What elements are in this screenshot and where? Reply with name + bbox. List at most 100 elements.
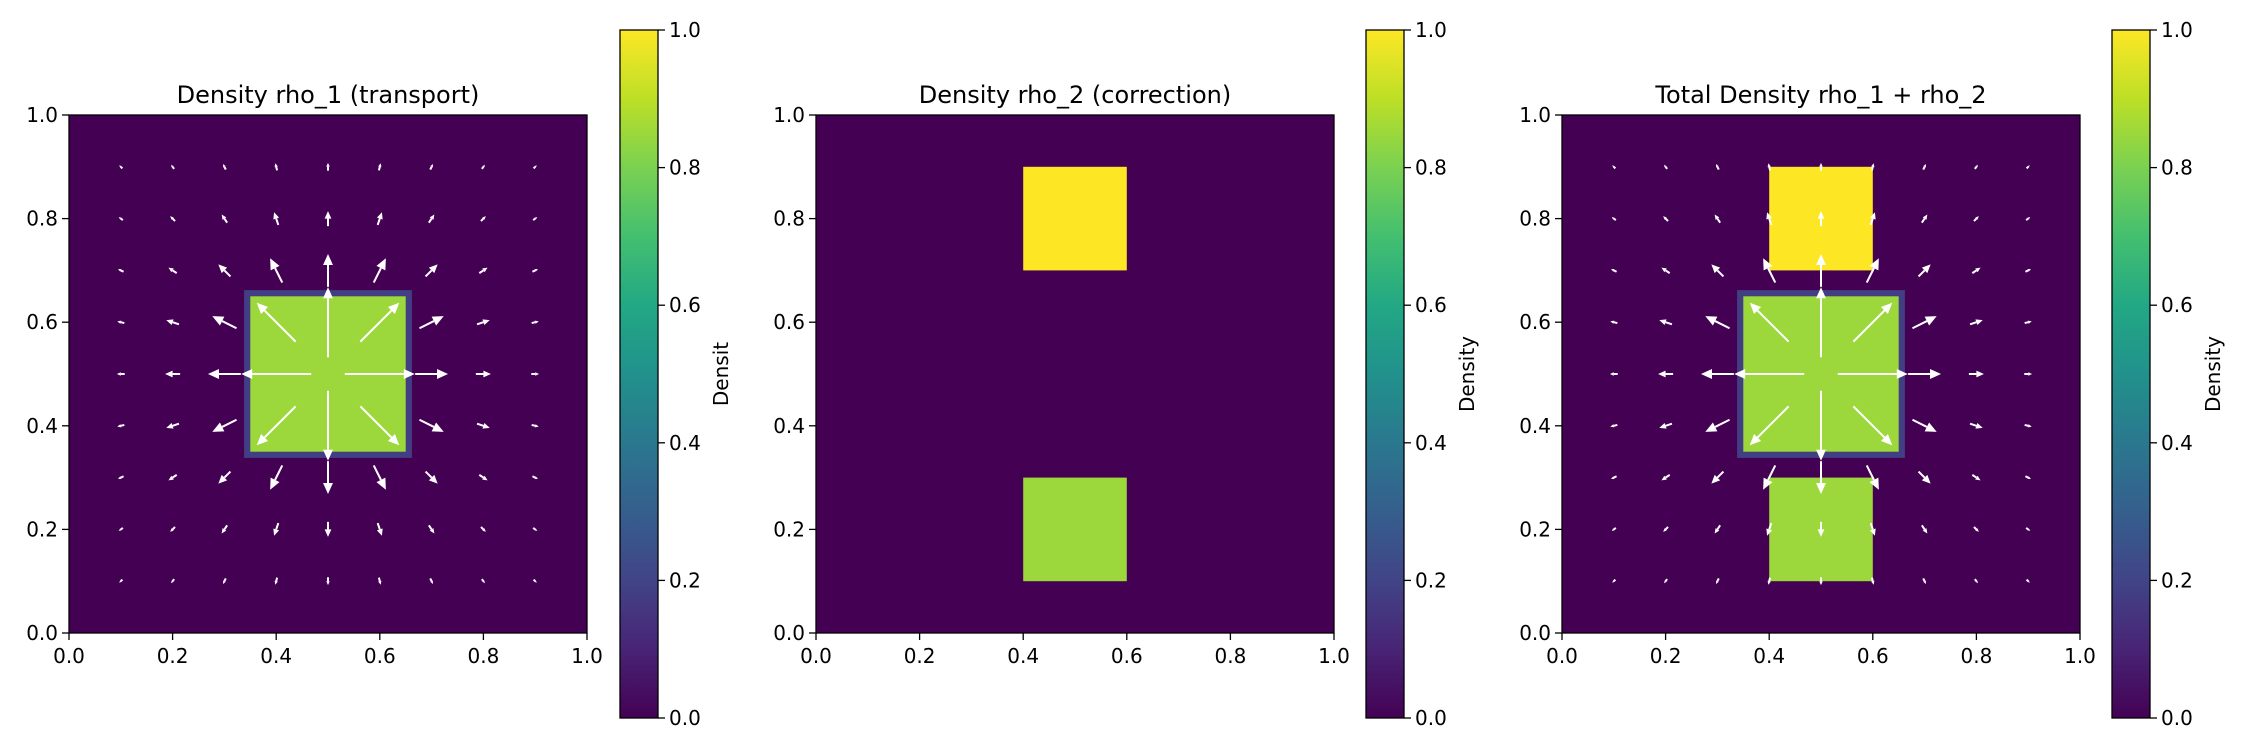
quiver-arrowhead [1871, 580, 1875, 585]
quiver-arrowhead [170, 216, 174, 220]
quiver-arrowhead [117, 320, 122, 324]
y-tick-label: 0.2 [773, 517, 805, 541]
quiver-arrow [372, 267, 382, 283]
quiver-arrowhead [1749, 302, 1762, 315]
quiver-arrowhead [207, 369, 219, 379]
quiver-arrowhead [1610, 320, 1615, 324]
quiver-arrowhead [119, 580, 122, 583]
quiver-arrowhead [431, 316, 444, 326]
x-tick-label: 1.0 [1318, 644, 1350, 668]
quiver-arrowhead [241, 369, 253, 379]
quiver-arrowhead [534, 424, 539, 428]
quiver-arrow [429, 166, 433, 171]
quiver-arrow [2025, 578, 2029, 582]
quiver-arrow [1971, 269, 1977, 274]
quiver-arrowhead [1880, 302, 1893, 315]
chart-title: Density rho_1 (transport) [177, 81, 480, 109]
quiver-arrowhead [326, 581, 330, 586]
quiver-arrow [1665, 269, 1671, 274]
quiver-arrow [2025, 527, 2029, 531]
quiver-arrow [120, 423, 125, 427]
quiver-arrowhead [323, 449, 333, 461]
quiver-arrowhead [223, 164, 226, 168]
quiver-arrowhead [534, 165, 537, 168]
colorbar: 0.0 0.2 0.4 0.6 0.8 1.0 Density [2111, 18, 2225, 730]
quiver-arrowhead [218, 474, 228, 484]
quiver-arrowhead [482, 216, 486, 220]
quiver-arrow [1613, 321, 1618, 325]
quiver-arrow [1767, 465, 1777, 481]
quiver-arrowhead [170, 528, 174, 532]
colorbar-tick-label: 0.0 [1415, 706, 1447, 730]
quiver-arrowhead [1975, 528, 1979, 532]
colorbar-tick-label: 0.2 [669, 568, 701, 592]
quiver-arrowhead [1816, 287, 1826, 299]
quiver-arrowhead [1869, 258, 1879, 271]
colorbar-gradient [2111, 29, 2151, 719]
quiver-arrow [1865, 465, 1875, 481]
density-region [1023, 477, 1127, 582]
axes-frame [815, 114, 1335, 634]
quiver-arrowhead [376, 528, 383, 536]
quiver-arrowhead [118, 269, 122, 272]
colorbar-label: Densit [709, 342, 733, 406]
quiver-arrow [120, 321, 125, 325]
quiver-arrow [223, 166, 227, 171]
quiver-arrow [1865, 267, 1875, 283]
quiver-arrow [1768, 218, 1773, 226]
x-tick-label: 0.8 [1214, 644, 1246, 668]
axes-frame [1561, 114, 2081, 634]
quiver-arrow [275, 218, 280, 226]
quiver-arrowhead [1880, 433, 1893, 446]
quiver-arrowhead [273, 212, 280, 220]
quiver-arrow [532, 166, 536, 170]
quiver-arrow [1714, 320, 1730, 330]
x-tick-label: 1.0 [571, 644, 603, 668]
quiver-arrow [1665, 422, 1673, 427]
x-tick-label: 1.0 [2064, 644, 2096, 668]
quiver-arrow [476, 422, 484, 427]
quiver-arrowhead [119, 165, 122, 168]
quiver-arrowhead [2027, 424, 2032, 428]
quiver-arrow [428, 218, 433, 224]
quiver-arrowhead [1976, 370, 1984, 378]
quiver-arrow [1969, 422, 1977, 427]
quiver-arrow [1969, 321, 1977, 326]
quiver-arrowhead [273, 528, 280, 536]
quiver-arrow [1665, 474, 1671, 479]
quiver-arrowhead [165, 370, 173, 378]
quiver-arrowhead [482, 267, 488, 273]
quiver-arrowhead [270, 477, 280, 490]
quiver-arrowhead [482, 422, 490, 429]
quiver-arrowhead [221, 528, 227, 534]
quiver-arrowhead [1711, 264, 1721, 274]
colorbar: 0.0 0.2 0.4 0.6 0.8 1.0 Density [1365, 18, 1479, 730]
quiver-arrowhead [270, 258, 280, 271]
quiver-arrow [1870, 166, 1874, 171]
quiver-arrowhead [1611, 269, 1615, 272]
quiver-arrow [376, 218, 381, 226]
quiver-arrow [1613, 423, 1618, 427]
quiver-arrowhead [1663, 216, 1667, 220]
quiver-arrow [2024, 423, 2029, 427]
quiver-arrow [1767, 267, 1777, 283]
x-tick-label: 0.2 [1650, 644, 1682, 668]
quiver-arrowhead [387, 302, 400, 315]
quiver-arrow [1665, 321, 1673, 326]
quiver-arrowhead [428, 264, 438, 274]
quiver-arrow [221, 418, 237, 428]
quiver-arrow [1756, 405, 1790, 439]
quiver-arrowhead [1921, 474, 1931, 484]
quiver-arrowhead [378, 580, 382, 585]
quiver-arrowhead [1930, 369, 1942, 379]
quiver-arrow [1768, 522, 1773, 530]
quiver-arrow [377, 577, 381, 582]
quiver-arrowhead [1819, 162, 1823, 167]
quiver-arrowhead [256, 433, 269, 446]
quiver-arrowhead [1664, 164, 1667, 168]
quiver-arrow [1870, 577, 1874, 582]
quiver-arrow [1974, 578, 1978, 582]
quiver-arrow [275, 166, 279, 171]
quiver-arrowhead [376, 477, 386, 490]
